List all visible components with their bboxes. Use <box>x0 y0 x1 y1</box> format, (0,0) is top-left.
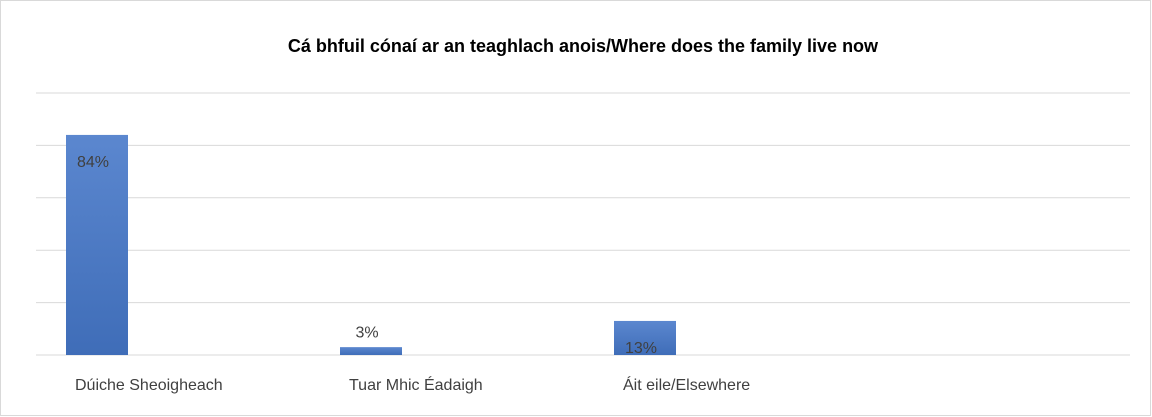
data-label: 13% <box>625 340 657 357</box>
data-label: 3% <box>355 324 378 341</box>
x-tick-label: Áit eile/Elsewhere <box>623 375 750 394</box>
x-tick-label: Dúiche Sheoigheach <box>75 377 223 394</box>
data-label: 84% <box>77 154 109 171</box>
chart-title: Cá bhfuil cónaí ar an teaghlach anois/Wh… <box>288 36 879 56</box>
x-tick-label: Tuar Mhic Éadaigh <box>349 375 483 394</box>
bar <box>340 347 402 355</box>
bar <box>66 134 128 355</box>
bar <box>614 320 676 355</box>
